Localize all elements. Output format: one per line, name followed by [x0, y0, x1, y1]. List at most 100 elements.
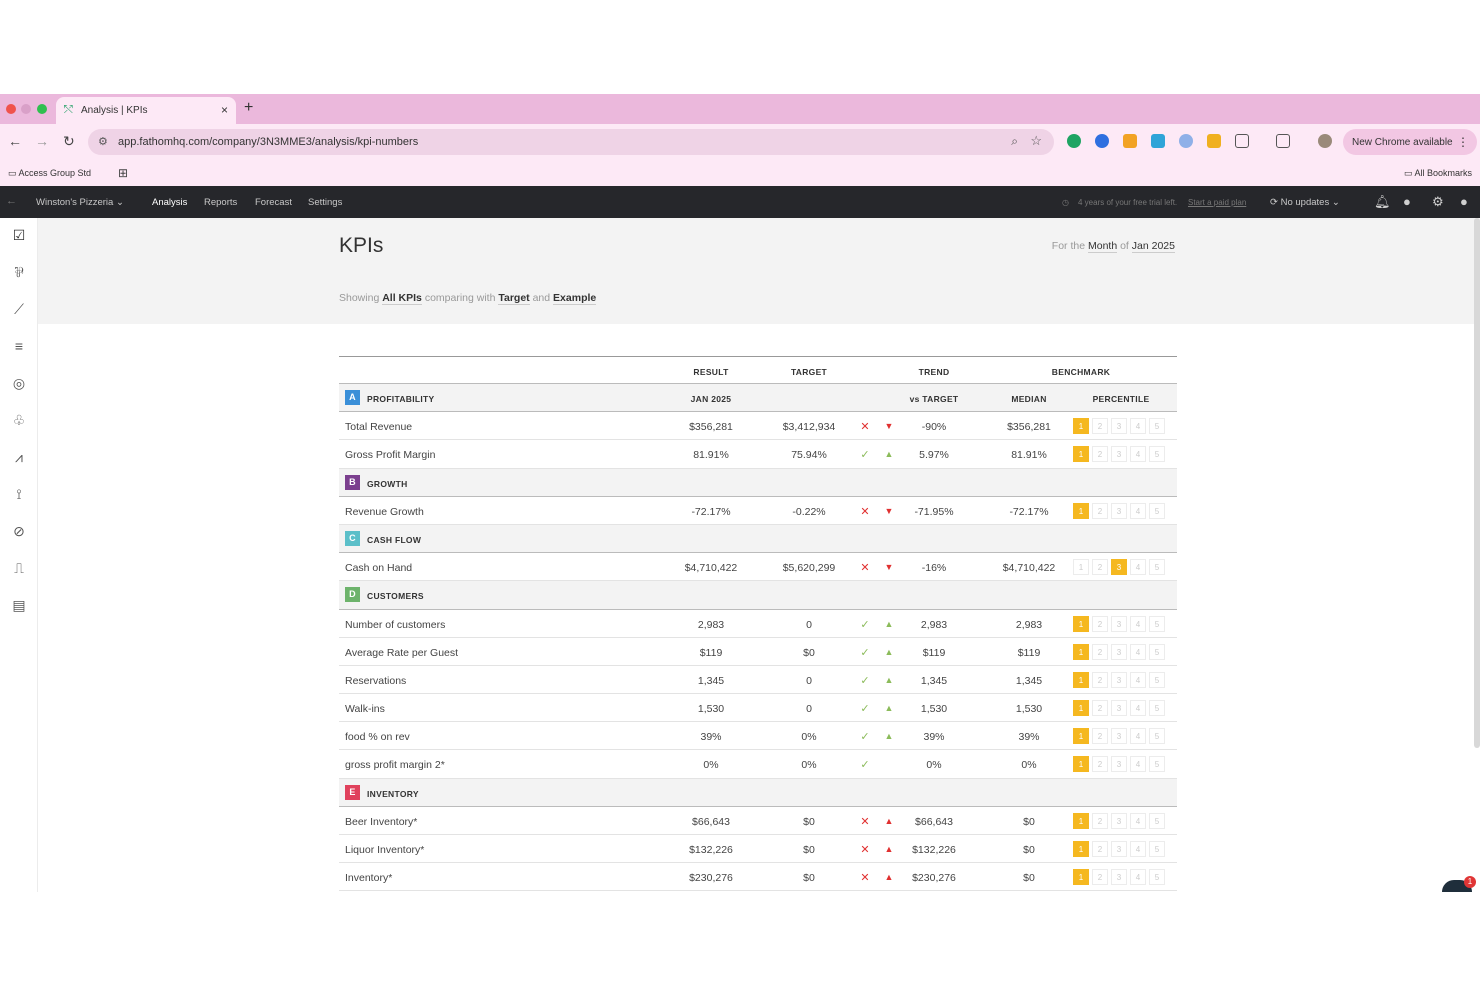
tab-bar: ⤲ Analysis | KPIs × +: [0, 94, 1480, 124]
document-icon[interactable]: ▤: [12, 597, 26, 613]
kpi-name[interactable]: gross profit margin 2*: [345, 759, 445, 772]
extensions-puzzle-icon[interactable]: [1235, 134, 1249, 148]
bars-icon[interactable]: ≡: [14, 338, 24, 354]
period-value-dropdown[interactable]: Jan 2025: [1131, 240, 1175, 253]
apps-grid-icon[interactable]: ⊞: [118, 166, 129, 180]
signal-icon[interactable]: ⎍: [14, 560, 24, 576]
table-row[interactable]: Number of customers 2,983 0 ✓ ▲ 2,983 2,983 1 2 3…: [339, 610, 1177, 638]
kpi-trend: 2,983: [920, 618, 948, 631]
all-bookmarks[interactable]: ▭ All Bookmarks: [1403, 168, 1472, 178]
table-row[interactable]: food % on rev 39% 0% ✓ ▲ 39% 39% 1 2 3 4 5: [339, 722, 1177, 751]
compare-target-dropdown[interactable]: Target: [498, 292, 530, 305]
user-avatar-icon[interactable]: ●: [1460, 194, 1468, 209]
chart-line-icon[interactable]: ⟋: [14, 301, 24, 317]
kpi-icon[interactable]: ⅌: [14, 264, 24, 280]
bookmark-access-group[interactable]: ▭ Access Group Std: [8, 168, 92, 178]
kpi-name[interactable]: Cash on Hand: [345, 562, 413, 575]
extension-info-icon[interactable]: [1179, 134, 1193, 148]
start-paid-plan-link[interactable]: Start a paid plan: [1188, 198, 1247, 207]
forward-icon[interactable]: →: [35, 133, 49, 149]
kpi-name[interactable]: Walk-ins: [345, 703, 385, 716]
kpi-name[interactable]: Inventory*: [345, 872, 393, 885]
table-row[interactable]: Gross Profit Margin 81.91% 75.94% ✓ ▲ 5.97% 81…: [339, 440, 1177, 469]
table-row[interactable]: Inventory* $230,276 $0 ✕ ▲ $230,276 $0 1 2 3 4 5: [339, 863, 1177, 892]
table-row[interactable]: gross profit margin 2* 0% 0% ✓ 0% 0% 1 2 3 4 5: [339, 750, 1177, 779]
table-row[interactable]: Cash on Hand $4,710,422 $5,620,299 ✕ ▼ -16% $4…: [339, 553, 1177, 582]
zoom-icon[interactable]: ⌕: [1011, 134, 1018, 148]
extension-blue-icon[interactable]: [1095, 134, 1109, 148]
url-text[interactable]: app.fathomhq.com/company/3N3MME3/analysi…: [118, 136, 419, 148]
percentile-cell: 4: [1130, 756, 1146, 773]
period-unit-dropdown[interactable]: Month: [1087, 240, 1118, 253]
kpi-name[interactable]: Liquor Inventory*: [345, 844, 425, 856]
bell-icon[interactable]: 🔔︎: [1374, 194, 1391, 209]
kpi-name[interactable]: Beer Inventory*: [345, 815, 418, 828]
new-tab-icon[interactable]: +: [244, 99, 254, 116]
kpi-filter-dropdown[interactable]: All KPIs: [382, 292, 422, 305]
intersect-icon[interactable]: ⊘: [13, 523, 25, 539]
close-tab-icon[interactable]: ×: [220, 103, 228, 117]
kpi-name[interactable]: Reservations: [345, 674, 407, 687]
arrow-up-icon: ▲: [884, 731, 894, 742]
close-window-icon[interactable]: [6, 104, 16, 114]
kebab-menu-icon[interactable]: ⋮: [1457, 135, 1469, 149]
back-icon[interactable]: ←: [8, 133, 22, 149]
table-row[interactable]: Reservations 1,345 0 ✓ ▲ 1,345 1,345 1 2 3 4 5: [339, 666, 1177, 695]
trend-icon[interactable]: ⩘: [15, 449, 23, 465]
header-percentile: PERCENTILE: [1092, 394, 1150, 404]
kpi-result: $66,643: [692, 815, 730, 828]
kpi-result: $230,276: [689, 872, 733, 885]
kpi-target: $0: [803, 815, 815, 828]
bookmark-star-icon[interactable]: ☆: [1030, 133, 1042, 148]
profile-avatar[interactable]: [1318, 134, 1332, 148]
kpi-name[interactable]: Number of customers: [345, 618, 446, 631]
telescope-icon[interactable]: ⟟: [16, 486, 22, 502]
back-arrow-icon[interactable]: ←: [6, 195, 17, 207]
nav-settings[interactable]: Settings: [308, 197, 343, 208]
checklist-icon[interactable]: ☑: [12, 227, 26, 243]
table-row[interactable]: Average Rate per Guest $119 $0 ✓ ▲ $119 $119 1 2…: [339, 638, 1177, 666]
reload-icon[interactable]: ↻: [63, 133, 75, 149]
bookmark-label: Access Group Std: [18, 168, 92, 178]
help-icon[interactable]: ●: [1403, 194, 1411, 209]
updates-dropdown[interactable]: ⟳ No updates ⌄: [1270, 197, 1340, 208]
arrow-up-icon: ▲: [884, 449, 894, 460]
minimize-window-icon[interactable]: [21, 104, 31, 114]
compare-example-dropdown[interactable]: Example: [553, 292, 597, 305]
percentile-cell: 2: [1092, 446, 1108, 463]
table-row[interactable]: Beer Inventory* $66,643 $0 ✕ ▲ $66,643 $0 1 2 3 4 5: [339, 807, 1177, 835]
kpi-median: $119: [1017, 646, 1041, 659]
address-bar[interactable]: ⚙ app.fathomhq.com/company/3N3MME3/analy…: [88, 129, 1054, 155]
nav-forecast[interactable]: Forecast: [255, 197, 292, 208]
table-row[interactable]: Revenue Growth -72.17% -0.22% ✕ ▼ -71.95% -72.…: [339, 497, 1177, 525]
gear-icon[interactable]: ⚙: [1432, 194, 1444, 209]
browser-tab[interactable]: ⤲ Analysis | KPIs ×: [56, 97, 236, 124]
section-badge: E: [345, 784, 360, 800]
scrollbar[interactable]: [1474, 218, 1480, 748]
extension-yellow-icon[interactable]: [1207, 134, 1221, 148]
kpi-name[interactable]: Total Revenue: [345, 421, 413, 434]
extension-new-icon[interactable]: [1151, 134, 1165, 148]
kpi-name[interactable]: Revenue Growth: [345, 505, 424, 518]
maximize-window-icon[interactable]: [37, 104, 47, 114]
extension-grammarly-icon[interactable]: [1067, 134, 1081, 148]
percentile-cell: 5: [1149, 418, 1165, 435]
table-row[interactable]: Total Revenue $356,281 $3,412,934 ✕ ▼ -90% $35…: [339, 412, 1177, 441]
cast-icon[interactable]: [1276, 134, 1290, 148]
update-chrome-button[interactable]: New Chrome available ⋮: [1343, 129, 1477, 155]
radar-icon[interactable]: ◎: [12, 375, 26, 391]
company-selector[interactable]: Winston's Pizzeria ⌄: [36, 197, 124, 208]
table-row[interactable]: Liquor Inventory* $132,226 $0 ✕ ▲ $132,226 $0 1…: [339, 835, 1177, 864]
nav-analysis[interactable]: Analysis: [152, 197, 188, 208]
site-settings-icon[interactable]: ⚙: [98, 136, 108, 148]
plant-icon[interactable]: ♧: [12, 412, 26, 428]
kpi-name[interactable]: food % on rev: [345, 731, 410, 744]
kpi-name[interactable]: Gross Profit Margin: [345, 449, 436, 462]
extension-drive-icon[interactable]: [1123, 134, 1137, 148]
percentile-cell: 1: [1073, 559, 1089, 576]
kpi-name[interactable]: Average Rate per Guest: [345, 646, 459, 659]
nav-reports[interactable]: Reports: [204, 197, 238, 208]
table-row[interactable]: Walk-ins 1,530 0 ✓ ▲ 1,530 1,530 1 2 3 4 5: [339, 694, 1177, 723]
